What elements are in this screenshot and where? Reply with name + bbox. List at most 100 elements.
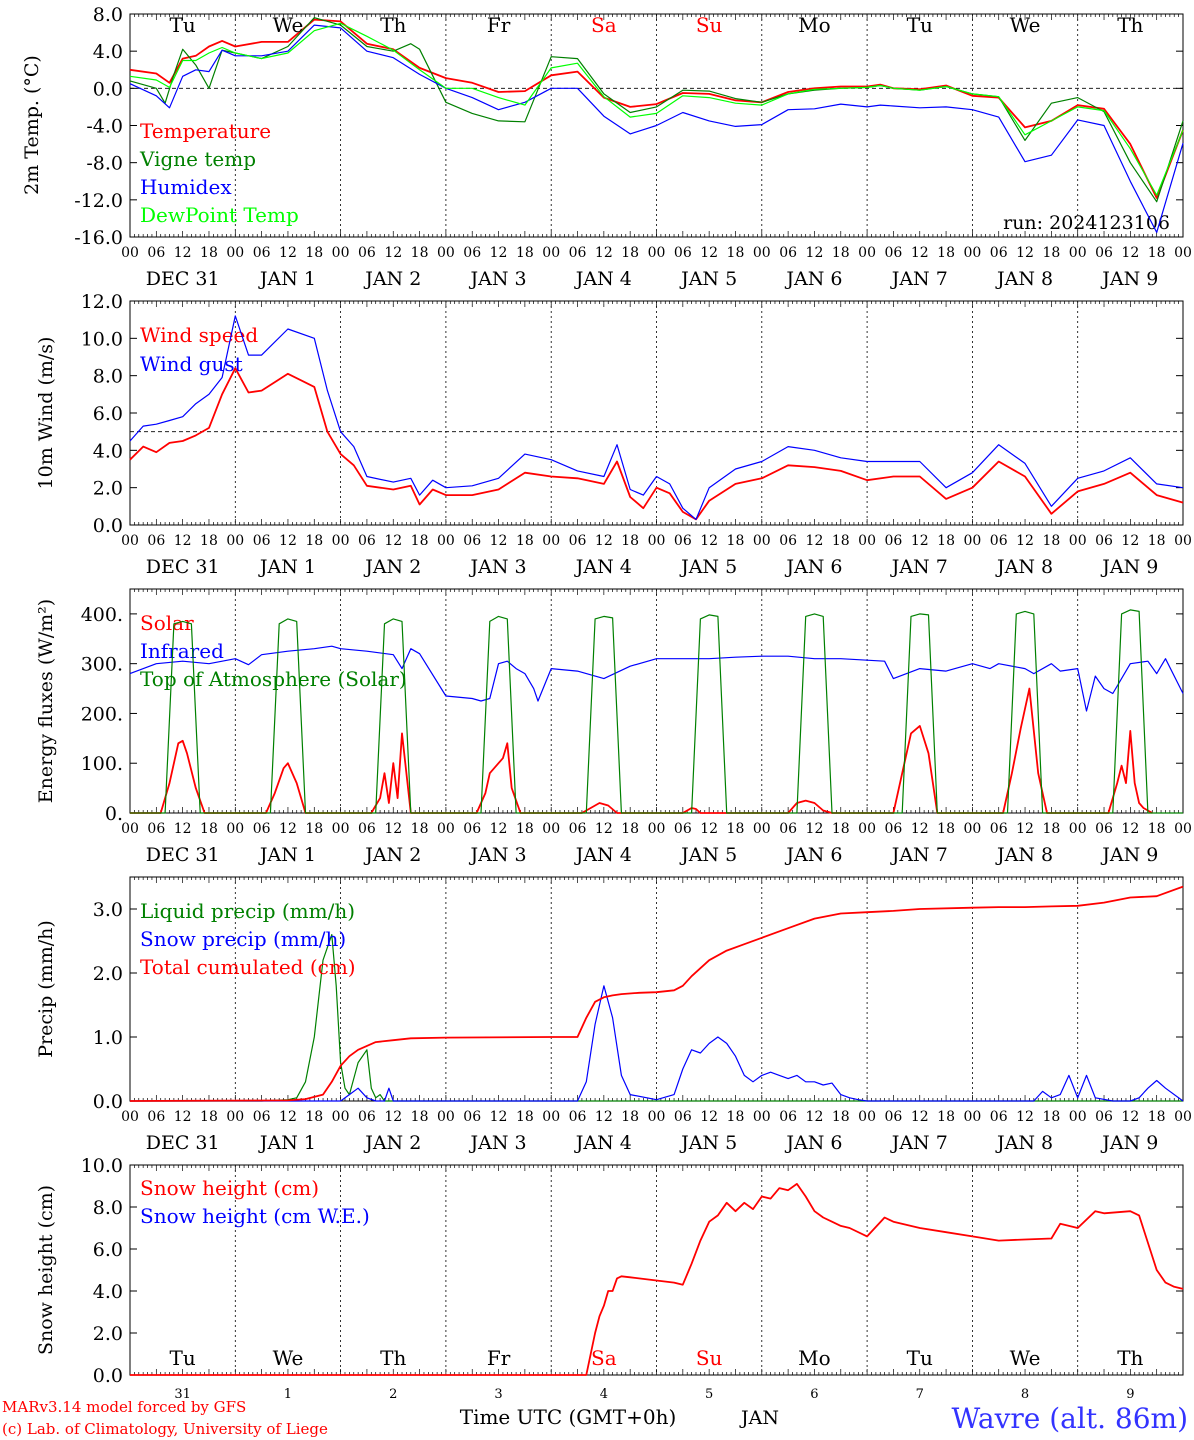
hour-tick-label: 00 [753,533,771,549]
wind-ytick-label: 6.0 [93,403,123,425]
hour-tick-label: 12 [384,533,402,549]
hour-tick-label: 06 [463,245,481,261]
day-date-label: JAN 5 [679,268,737,290]
hour-tick-label: 00 [648,245,666,261]
hour-tick-label: 12 [1121,245,1139,261]
temperature-ytick-label: 8.0 [93,4,123,26]
precip-ylabel: Precip (mm/h) [35,920,57,1058]
model-credit: MARv3.14 model forced by GFS [2,1398,246,1416]
hour-tick-label: 18 [305,1109,323,1125]
day-date-label: JAN 7 [890,844,948,866]
hour-tick-label: 00 [648,533,666,549]
energy-ytick-label: 400. [81,604,123,626]
hour-tick-label: 18 [200,533,218,549]
day-number-label: 9 [1126,1387,1134,1402]
weekday-label-bottom: We [1010,1346,1041,1370]
hour-tick-label: 06 [990,533,1008,549]
hour-tick-label: 12 [595,1109,613,1125]
day-date-label: DEC 31 [146,268,220,290]
wind-series-wind-speed [129,367,1184,521]
hour-tick-label: 12 [806,821,824,837]
hour-tick-label: 12 [1016,1109,1034,1125]
day-date-label: JAN 4 [574,268,632,290]
hour-tick-label: 12 [384,245,402,261]
hour-tick-label: 00 [437,533,455,549]
hour-tick-label: 18 [411,533,429,549]
temperature-ytick-label: 0.0 [93,78,123,100]
hour-tick-label: 00 [226,245,244,261]
hour-tick-label: 12 [595,821,613,837]
hour-tick-label: 12 [911,1109,929,1125]
weekday-label-top: Fr [487,13,511,37]
weekday-label-bottom: Tu [907,1346,933,1370]
hour-tick-label: 18 [305,533,323,549]
precip-series-liquid-precip-mm-h [130,933,1183,1102]
weekday-label-bottom: We [273,1346,304,1370]
day-number-label: 7 [916,1387,924,1402]
hour-tick-label: 06 [463,533,481,549]
wind-ytick-label: 12.0 [81,291,123,313]
day-date-label: JAN 2 [363,556,421,578]
hour-tick-label: 06 [569,1109,587,1125]
snow-legend-2: Snow height (cm W.E.) [140,1204,370,1228]
hour-tick-label: 00 [963,1109,981,1125]
hour-tick-label: 00 [753,821,771,837]
hour-tick-label: 12 [490,1109,508,1125]
hour-tick-label: 18 [727,533,745,549]
day-date-label: DEC 31 [146,1132,220,1154]
weekday-label-bottom: Tu [170,1346,196,1370]
day-date-label: JAN 8 [995,1132,1053,1154]
day-date-label: DEC 31 [146,844,220,866]
hour-tick-label: 12 [911,245,929,261]
hour-tick-label: 06 [147,533,165,549]
temperature-legend-2: Vigne temp [139,147,256,171]
hour-tick-label: 00 [542,1109,560,1125]
precip-legend-2: Snow precip (mm/h) [140,927,346,951]
hour-tick-label: 06 [358,1109,376,1125]
hour-tick-label: 06 [990,821,1008,837]
day-date-label: JAN 9 [1100,556,1158,578]
hour-tick-label: 12 [595,245,613,261]
hour-tick-label: 00 [437,1109,455,1125]
hour-tick-label: 00 [121,821,139,837]
hour-tick-label: 06 [253,245,271,261]
day-date-label: JAN 2 [363,1132,421,1154]
hour-tick-label: 12 [1016,821,1034,837]
hour-tick-label: 18 [937,1109,955,1125]
day-date-label: JAN 6 [784,1132,842,1154]
time-axis-label: Time UTC (GMT+0h) [460,1405,677,1429]
hour-tick-label: 06 [885,821,903,837]
hour-tick-label: 12 [174,1109,192,1125]
hour-tick-label: 06 [569,533,587,549]
hour-tick-label: 18 [516,1109,534,1125]
hour-tick-label: 00 [542,821,560,837]
hour-tick-label: 18 [1148,821,1166,837]
day-date-label: JAN 7 [890,268,948,290]
hour-tick-label: 06 [885,1109,903,1125]
weekday-label-bottom: Th [380,1346,406,1370]
hour-tick-label: 00 [1174,1109,1192,1125]
hour-tick-label: 12 [174,245,192,261]
hour-tick-label: 00 [121,245,139,261]
hour-tick-label: 00 [226,821,244,837]
energy-series-solar [130,687,1153,814]
hour-tick-label: 06 [1095,533,1113,549]
weekday-label-top: We [1010,13,1041,37]
day-date-label: JAN 6 [784,268,842,290]
precip-series-total-cumulated-cm [129,885,1184,1102]
hour-tick-label: 12 [1016,533,1034,549]
hour-tick-label: 18 [200,1109,218,1125]
temperature-ytick-label: -12.0 [74,190,123,212]
day-date-label: JAN 9 [1100,1132,1158,1154]
hour-tick-label: 00 [1069,533,1087,549]
energy-series-top-of-atmosphere-solar [130,609,1183,814]
hour-tick-label: 06 [990,245,1008,261]
temperature-series-temperature [129,18,1184,199]
temperature-legend-4: DewPoint Temp [140,203,299,227]
hour-tick-label: 06 [779,821,797,837]
hour-tick-label: 06 [779,533,797,549]
hour-tick-label: 00 [963,245,981,261]
day-date-label: DEC 31 [146,556,220,578]
weekday-label-top: Tu [907,13,933,37]
